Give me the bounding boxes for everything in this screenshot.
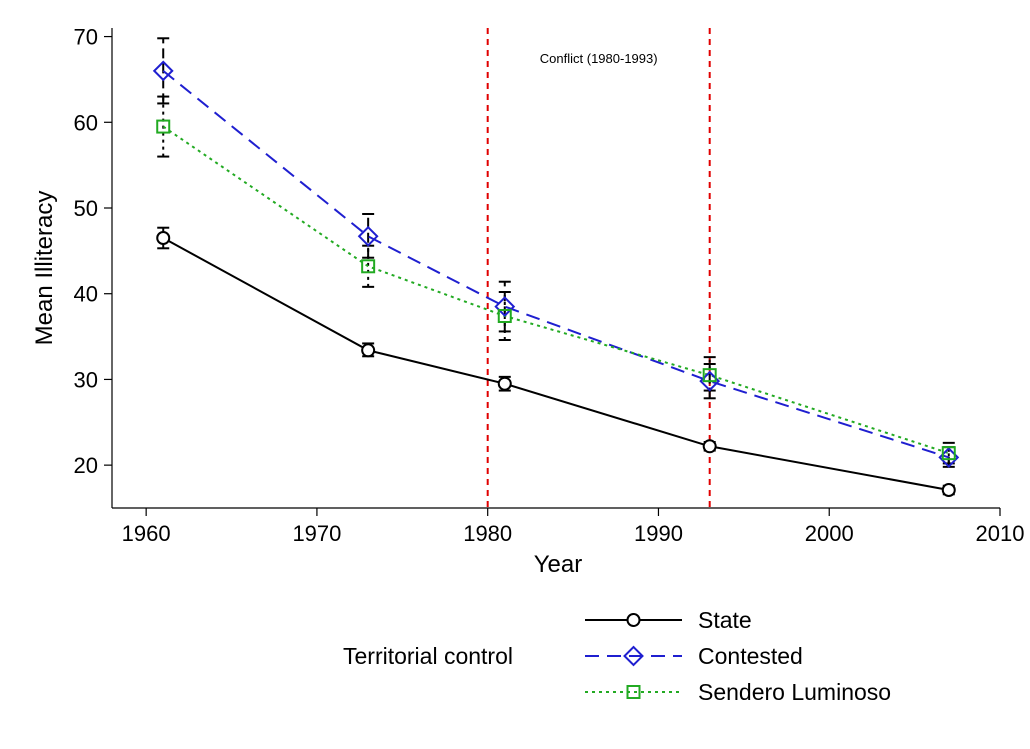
data-point-sendero-luminoso <box>497 309 512 323</box>
y-tick-label: 50 <box>74 196 98 221</box>
data-point-state <box>361 343 376 358</box>
y-axis-title: Mean Illiteracy <box>31 191 58 346</box>
annotations: Conflict (1980-1993) <box>540 51 658 66</box>
legend-label-contested: Contested <box>698 643 803 669</box>
legend: Territorial control State Contested Sender… <box>343 607 891 705</box>
data-point-contested <box>357 225 379 247</box>
data-point-sendero-luminoso <box>941 446 956 461</box>
y-tick-label: 70 <box>74 25 98 50</box>
data-point-contested <box>494 296 516 317</box>
conflict-annotation: Conflict (1980-1993) <box>540 51 658 66</box>
legend-marker-state <box>626 613 641 627</box>
x-tick-label: 1990 <box>634 521 683 546</box>
legend-label-state: State <box>698 607 752 633</box>
data-point-state <box>156 231 171 245</box>
x-tick-label: 1960 <box>122 521 171 546</box>
x-tick-label: 2000 <box>805 521 854 546</box>
data-point-sendero-luminoso <box>702 368 717 383</box>
legend-label-sendero-luminoso: Sendero Luminoso <box>698 679 891 705</box>
series-lines <box>162 70 950 491</box>
x-tick-label: 2010 <box>976 521 1025 546</box>
series-markers <box>152 60 960 497</box>
y-tick-label: 40 <box>74 282 98 307</box>
legend-marker-contested <box>623 645 644 667</box>
data-point-sendero-luminoso <box>361 259 376 274</box>
y-tick-label: 20 <box>74 453 98 478</box>
x-tick-label: 1970 <box>292 521 341 546</box>
data-point-contested <box>152 60 174 82</box>
data-point-sendero-luminoso <box>156 119 171 134</box>
confidence-intervals <box>157 37 955 496</box>
axes: 1960 1970 1980 1990 2000 2010 20 30 40 50 60 70 <box>74 25 1025 546</box>
x-axis-title: Year <box>534 551 583 578</box>
y-tick-label: 30 <box>74 367 98 392</box>
data-point-state <box>497 376 512 391</box>
legend-title: Territorial control <box>343 643 513 669</box>
legend-entries: State Contested Sendero Luminoso <box>585 607 891 705</box>
series-line-state <box>162 237 949 491</box>
reference-lines <box>486 28 711 508</box>
x-tick-label: 1980 <box>463 521 512 546</box>
data-point-state <box>702 439 717 454</box>
series-line-sendero-luminoso <box>162 125 950 455</box>
legend-marker-sendero-luminoso <box>626 685 641 699</box>
y-tick-label: 60 <box>74 110 98 135</box>
data-point-state <box>941 483 956 497</box>
